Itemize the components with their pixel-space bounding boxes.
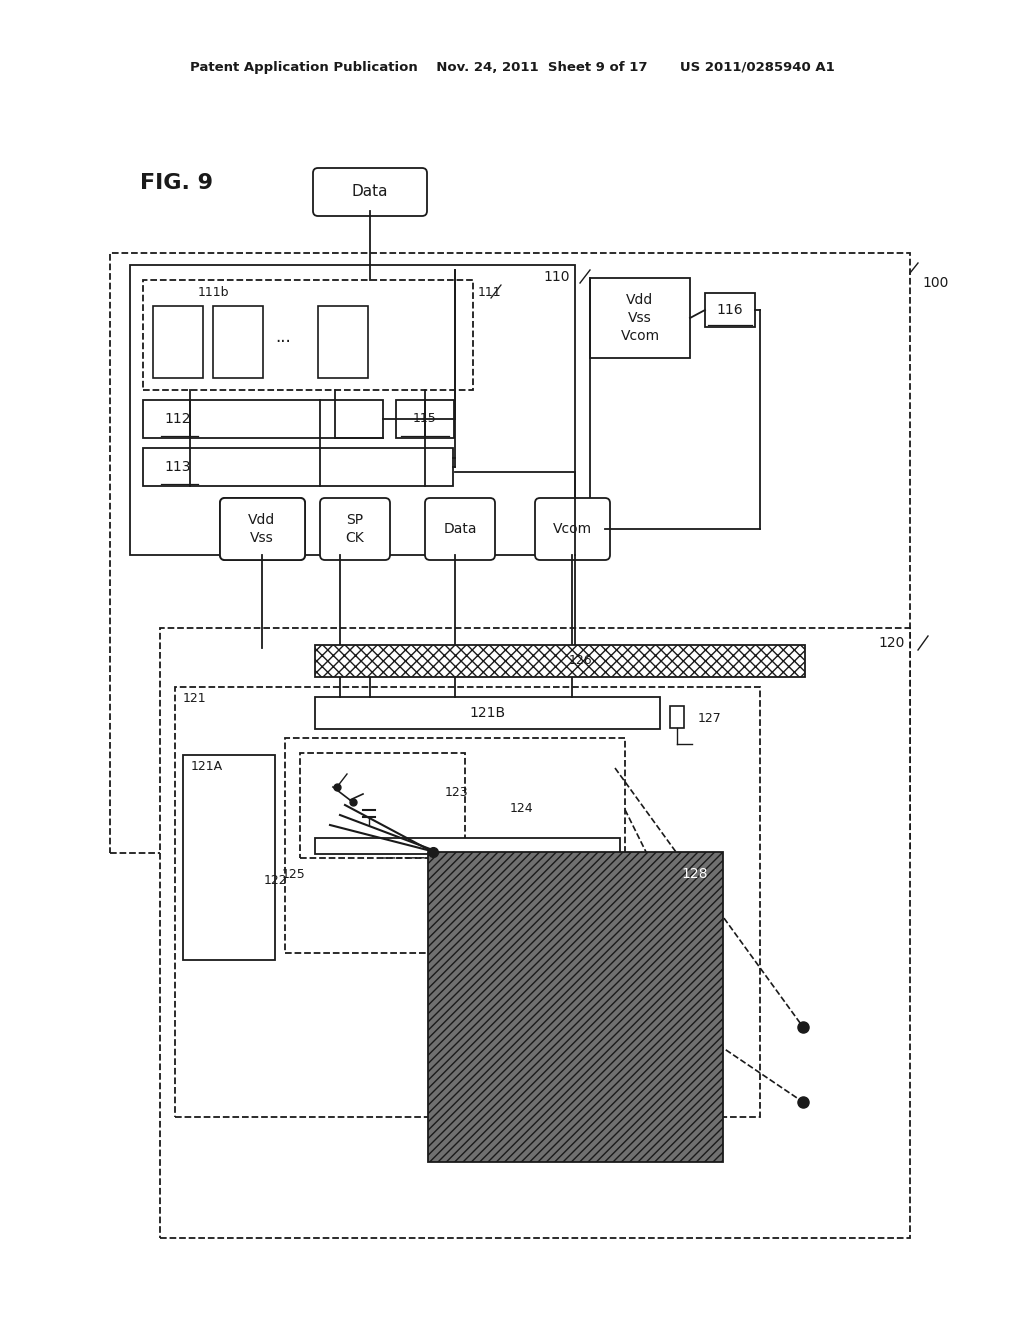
Bar xyxy=(428,851,723,1162)
Text: 125: 125 xyxy=(282,869,305,882)
Bar xyxy=(670,706,684,729)
Text: 110: 110 xyxy=(544,271,570,284)
Text: 123: 123 xyxy=(445,787,469,800)
Bar xyxy=(300,752,465,858)
Bar xyxy=(318,306,368,378)
Text: 121: 121 xyxy=(183,693,207,705)
Text: 121B: 121B xyxy=(469,706,506,719)
Text: SP
CK: SP CK xyxy=(346,513,365,545)
Text: 128: 128 xyxy=(682,867,709,880)
Text: Vcom: Vcom xyxy=(552,521,592,536)
Bar xyxy=(213,306,263,378)
Text: 124: 124 xyxy=(510,801,534,814)
Bar xyxy=(590,279,690,358)
Text: 113: 113 xyxy=(165,459,191,474)
Text: 122: 122 xyxy=(263,874,287,887)
Text: 120: 120 xyxy=(879,636,905,649)
Text: Vdd
Vss
Vcom: Vdd Vss Vcom xyxy=(621,293,659,343)
Text: 121A: 121A xyxy=(191,760,223,774)
Bar xyxy=(175,686,760,1117)
Bar xyxy=(285,738,625,953)
Text: Data: Data xyxy=(443,521,477,536)
Bar xyxy=(705,293,755,327)
Bar xyxy=(396,400,454,438)
Bar xyxy=(315,645,805,677)
Bar xyxy=(315,838,620,854)
Text: 111: 111 xyxy=(478,285,502,298)
FancyBboxPatch shape xyxy=(535,498,610,560)
Text: ...: ... xyxy=(275,327,291,346)
Text: FIG. 9: FIG. 9 xyxy=(140,173,213,193)
Text: 126: 126 xyxy=(568,655,592,668)
Bar xyxy=(130,265,575,554)
Text: Data: Data xyxy=(352,185,388,199)
Bar xyxy=(315,697,660,729)
Text: Patent Application Publication    Nov. 24, 2011  Sheet 9 of 17       US 2011/028: Patent Application Publication Nov. 24, … xyxy=(189,62,835,74)
Bar xyxy=(143,400,383,438)
Text: 100: 100 xyxy=(922,276,948,290)
FancyBboxPatch shape xyxy=(220,498,305,560)
Bar xyxy=(183,755,275,960)
Bar xyxy=(160,628,910,1238)
Text: Vdd
Vss: Vdd Vss xyxy=(249,513,275,545)
Bar xyxy=(143,447,453,486)
FancyBboxPatch shape xyxy=(319,498,390,560)
Text: 127: 127 xyxy=(698,711,722,725)
Text: 112: 112 xyxy=(165,412,191,426)
Text: 115: 115 xyxy=(413,412,437,425)
Text: 111b: 111b xyxy=(198,285,229,298)
FancyBboxPatch shape xyxy=(313,168,427,216)
Bar xyxy=(110,253,910,853)
FancyBboxPatch shape xyxy=(425,498,495,560)
Bar xyxy=(143,280,473,389)
Text: 116: 116 xyxy=(717,304,743,317)
FancyBboxPatch shape xyxy=(220,498,305,560)
Bar xyxy=(153,306,203,378)
